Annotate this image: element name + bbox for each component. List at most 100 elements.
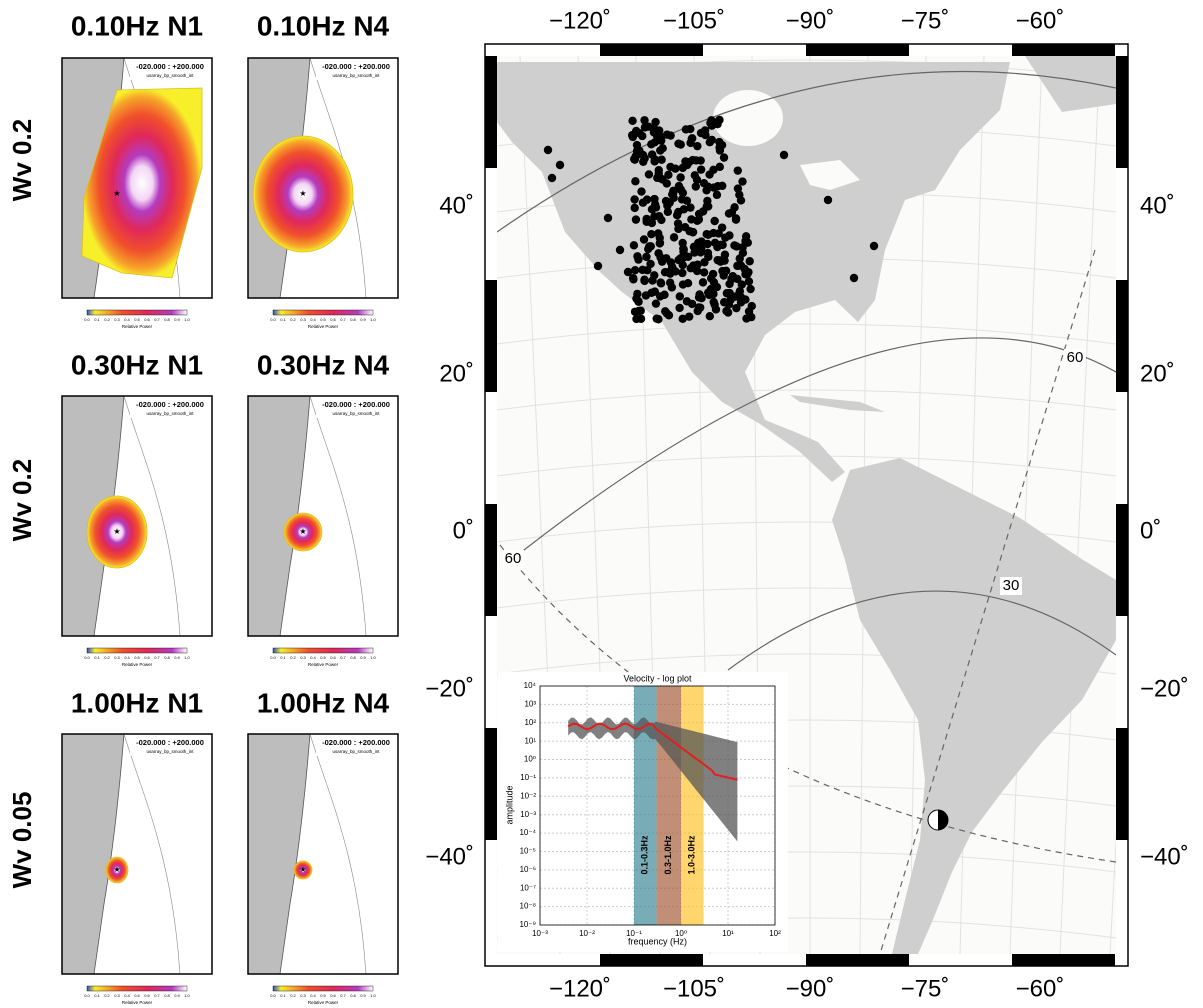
station <box>710 298 718 306</box>
station <box>704 182 712 190</box>
station <box>677 185 685 193</box>
station <box>685 312 693 320</box>
station <box>734 166 742 174</box>
station <box>870 242 878 250</box>
contour-label: 60 <box>1067 349 1084 366</box>
station <box>674 256 682 264</box>
colorbar <box>273 310 373 315</box>
inset-ytick: 10⁻⁶ <box>520 865 536 874</box>
colorbar-tick: 0.7 <box>154 993 160 998</box>
station <box>780 151 788 159</box>
station <box>712 305 720 313</box>
station <box>725 289 733 297</box>
panel-title: 0.30Hz N4 <box>257 349 390 380</box>
panel-map: ★-020.000 : +200.000usarray_bp_smooth_in… <box>248 396 398 667</box>
station <box>718 141 726 149</box>
inset-ylabel: amplitude <box>504 785 514 824</box>
station <box>675 304 683 312</box>
station <box>748 302 756 310</box>
station <box>633 252 641 260</box>
station <box>728 208 736 216</box>
station <box>688 300 696 308</box>
colorbar-tick: 0.7 <box>340 655 346 660</box>
colorbar-tick: 0.8 <box>164 993 170 998</box>
colorbar-tick: 0.5 <box>320 655 326 660</box>
station <box>684 279 692 287</box>
colorbar-tick: 0.7 <box>154 655 160 660</box>
colorbar-tick: 0.0 <box>270 993 276 998</box>
lat-label: −20˚ <box>425 675 474 702</box>
panel-title: 0.30Hz N1 <box>71 349 203 380</box>
station <box>652 203 660 211</box>
inset-ytick: 10⁻⁸ <box>520 902 537 911</box>
station <box>734 184 742 192</box>
colorbar <box>273 986 373 991</box>
station <box>706 119 714 127</box>
colorbar-tick: 0.7 <box>154 317 160 322</box>
band-label: 1.0-3.0Hz <box>687 835 697 875</box>
station <box>732 304 740 312</box>
colorbar-tick: 1.0 <box>370 317 376 322</box>
colorbar-tick: 0.1 <box>94 317 100 322</box>
colorbar-tick: 0.4 <box>310 317 316 322</box>
station <box>711 239 719 247</box>
colorbar-tick: 0.0 <box>270 655 276 660</box>
station <box>720 256 728 264</box>
station <box>689 156 697 164</box>
station <box>720 153 728 161</box>
station <box>679 164 687 172</box>
station <box>667 258 675 266</box>
station <box>700 268 708 276</box>
station <box>556 161 564 169</box>
frame-bar <box>1012 44 1115 56</box>
panel-map: ★-020.000 : +200.000usarray_bp_smooth_in… <box>248 58 398 329</box>
colorbar-tick: 0.9 <box>174 655 180 660</box>
band-label: 0.3-1.0Hz <box>663 835 673 875</box>
station <box>690 263 698 271</box>
station <box>642 215 650 223</box>
colorbar-tick: 0.9 <box>360 993 366 998</box>
lat-label: −40˚ <box>1140 843 1189 870</box>
lat-label: 40˚ <box>439 192 474 219</box>
lon-label: −105˚ <box>663 7 725 34</box>
colorbar-tick: 0.5 <box>320 993 326 998</box>
colorbar-tick: 0.4 <box>124 993 130 998</box>
station <box>663 130 671 138</box>
range-label: -020.000 : +200.000 <box>322 738 390 747</box>
station <box>680 205 688 213</box>
inset-ytick: 10² <box>524 718 536 727</box>
epicenter: ★ <box>299 189 306 198</box>
lat-label: 0˚ <box>1140 517 1161 544</box>
station <box>650 195 658 203</box>
station <box>645 170 653 178</box>
epicenter: ★ <box>299 527 306 536</box>
station <box>594 262 602 270</box>
inset-xtick: 10⁻³ <box>532 929 548 938</box>
colorbar-tick: 1.0 <box>184 655 190 660</box>
panel-title: 1.00Hz N4 <box>257 687 390 718</box>
station <box>718 223 726 231</box>
station <box>630 195 638 203</box>
station <box>643 195 651 203</box>
station <box>647 289 655 297</box>
inset-ytick: 10⁻¹ <box>520 773 536 782</box>
station <box>676 173 684 181</box>
station <box>640 235 648 243</box>
colorbar-tick: 0.3 <box>114 317 120 322</box>
colorbar-tick: 0.3 <box>300 993 306 998</box>
colorbar-tick: 0.4 <box>310 655 316 660</box>
panel-map: ★-020.000 : +200.000usarray_bp_smooth_in… <box>62 396 212 667</box>
station <box>631 266 639 274</box>
station <box>647 242 655 250</box>
inset-ytick: 10⁻⁹ <box>519 920 536 929</box>
station <box>632 215 640 223</box>
station <box>631 177 639 185</box>
inset-ytick: 10⁻⁷ <box>520 883 536 892</box>
inset-ytick: 10¹ <box>524 736 536 745</box>
colorbar-tick: 0.2 <box>290 655 296 660</box>
lon-label: −105˚ <box>663 975 725 1002</box>
range-label: -020.000 : +200.000 <box>136 738 204 747</box>
station <box>639 158 647 166</box>
colorbar-tick: 0.4 <box>124 317 130 322</box>
frame-bar <box>1116 728 1128 840</box>
